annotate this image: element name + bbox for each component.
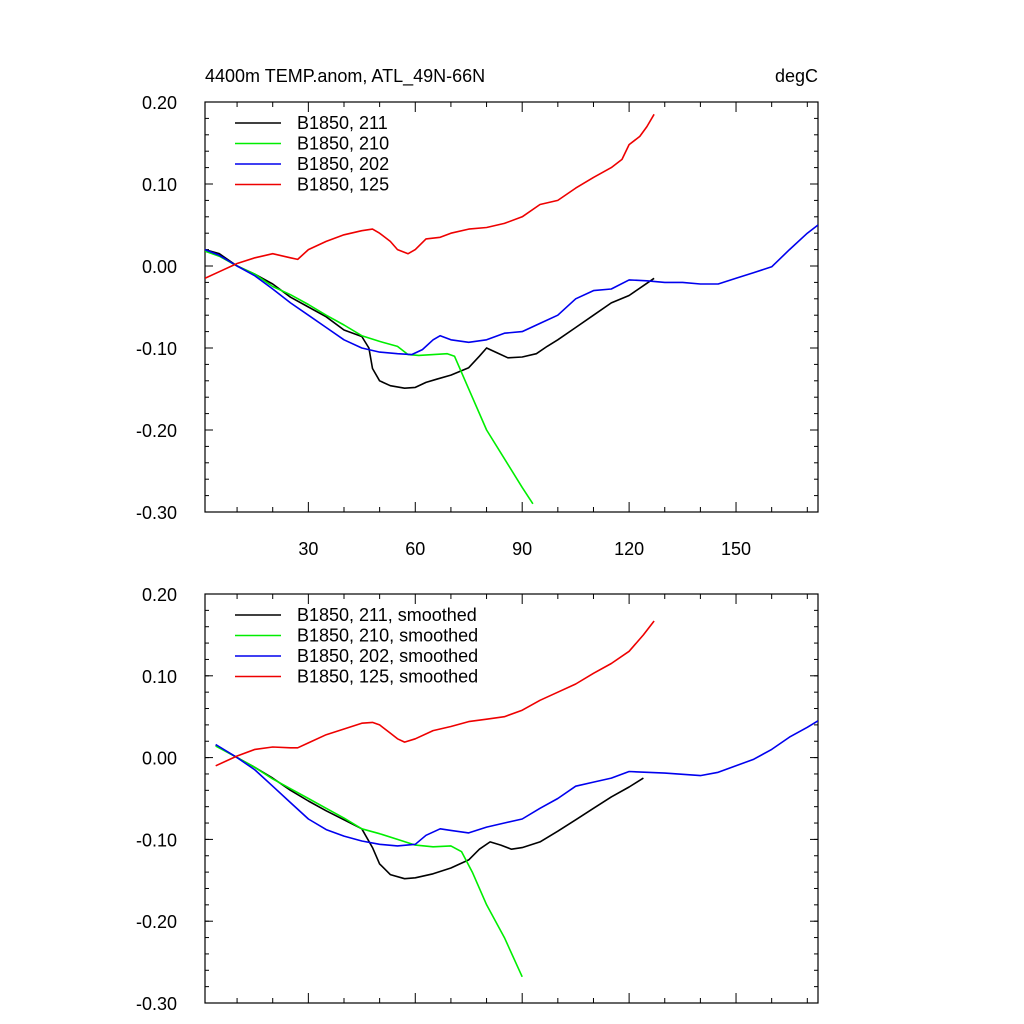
y-tick-label: -0.10 [136, 339, 177, 359]
series-line [205, 113, 655, 280]
x-tick-label: 30 [298, 539, 318, 559]
y-tick-label: 0.00 [142, 749, 177, 769]
legend-label: B1850, 211 [297, 113, 388, 133]
legend-label: B1850, 125, smoothed [297, 667, 478, 687]
x-tick-label: 90 [512, 539, 532, 559]
x-tick-label: 120 [614, 539, 644, 559]
chart-title: 4400m TEMP.anom, ATL_49N-66N [205, 66, 485, 87]
legend-label: B1850, 211, smoothed [297, 605, 477, 625]
series-line [215, 745, 523, 978]
legend-label: B1850, 202 [297, 154, 389, 174]
y-tick-label: -0.30 [136, 994, 177, 1014]
x-tick-label: 150 [721, 539, 751, 559]
y-tick-label: 0.20 [142, 585, 177, 605]
y-tick-label: -0.30 [136, 503, 177, 523]
y-tick-label: -0.10 [136, 830, 177, 850]
top-panel: 0.20 0.10 0.00 -0.10 -0.20 -0.30 30 60 90 120 150 B… [136, 93, 819, 559]
series-line [205, 224, 818, 356]
series-line [205, 248, 655, 390]
series-line [205, 250, 534, 505]
units-label: degC [775, 66, 818, 86]
series-line [215, 620, 655, 767]
legend-label: B1850, 210 [297, 134, 389, 154]
legend-label: B1850, 210, smoothed [297, 626, 478, 646]
series-line [215, 744, 644, 880]
legend-label: B1850, 202, smoothed [297, 646, 478, 666]
bottom-panel: 0.20 0.10 0.00 -0.10 -0.20 -0.30 B1850, 211, s… [136, 585, 819, 1014]
y-tick-label: 0.10 [142, 175, 177, 195]
series-line [215, 720, 818, 847]
y-tick-label: -0.20 [136, 421, 177, 441]
plot-frame [204, 101, 819, 513]
y-tick-label: 0.10 [142, 667, 177, 687]
y-tick-label: 0.20 [142, 93, 177, 113]
legend-label: B1850, 125 [297, 175, 389, 195]
y-tick-label: -0.20 [136, 912, 177, 932]
x-tick-label: 60 [405, 539, 425, 559]
y-tick-label: 0.00 [142, 257, 177, 277]
plot-frame [204, 593, 819, 1004]
